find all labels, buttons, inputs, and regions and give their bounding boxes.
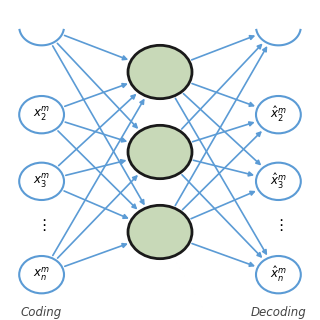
Text: $\hat{x}_n^m$: $\hat{x}_n^m$ <box>270 265 287 284</box>
Text: Coding: Coding <box>21 306 62 319</box>
Text: $x_n^m$: $x_n^m$ <box>33 266 50 284</box>
Circle shape <box>128 45 192 99</box>
Circle shape <box>19 256 64 293</box>
Text: $x_3^m$: $x_3^m$ <box>33 172 50 190</box>
Circle shape <box>19 96 64 133</box>
Circle shape <box>128 125 192 179</box>
Circle shape <box>128 205 192 259</box>
Circle shape <box>256 256 301 293</box>
Circle shape <box>256 96 301 133</box>
Circle shape <box>256 163 301 200</box>
Text: $\hat{x}_2^m$: $\hat{x}_2^m$ <box>270 105 287 124</box>
Text: $x_2^m$: $x_2^m$ <box>33 106 50 124</box>
Circle shape <box>19 163 64 200</box>
Text: Decoding: Decoding <box>251 306 306 319</box>
Text: $\hat{x}_3^m$: $\hat{x}_3^m$ <box>270 172 287 191</box>
Text: $\vdots$: $\vdots$ <box>273 217 284 233</box>
Text: $\vdots$: $\vdots$ <box>36 217 47 233</box>
